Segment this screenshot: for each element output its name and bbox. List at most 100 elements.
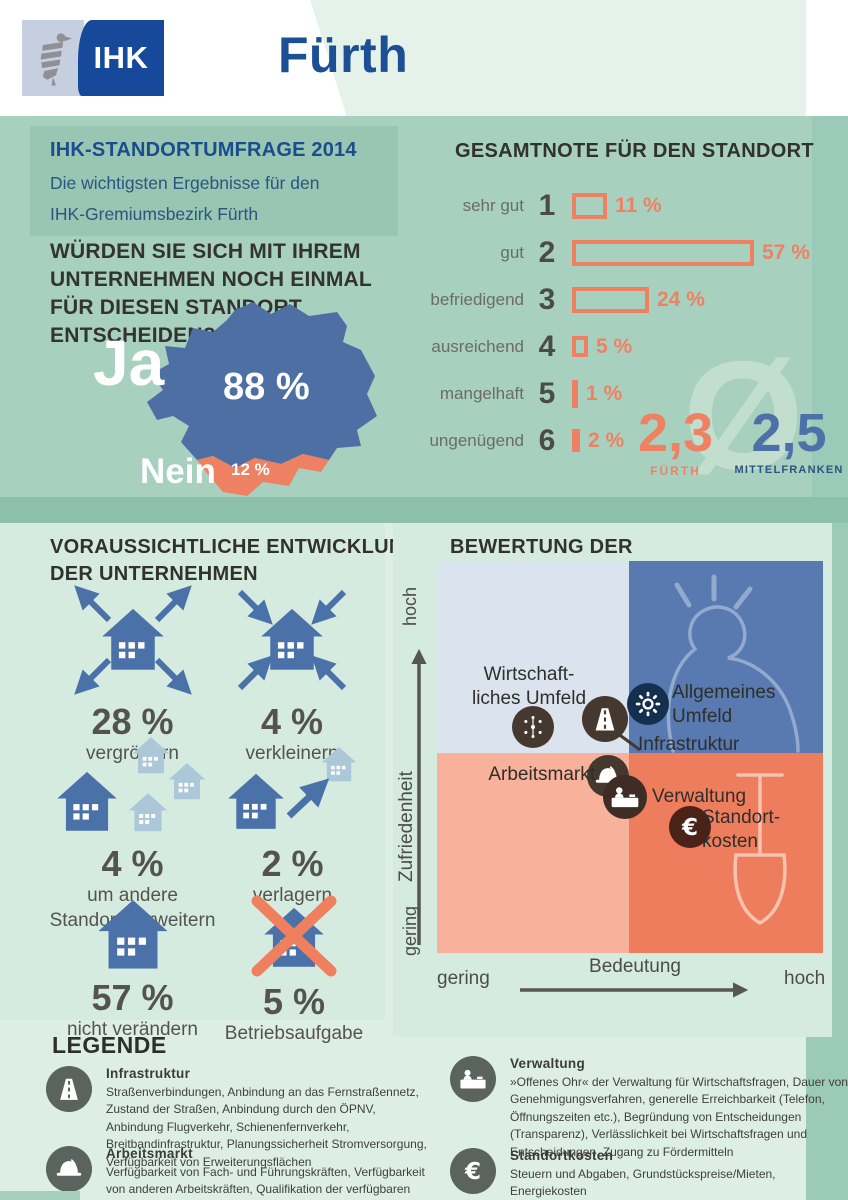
factor-verwaltung-icon <box>603 775 647 819</box>
average-symbol: Ø <box>683 329 804 502</box>
grade-number: 1 <box>538 188 556 222</box>
grade-number: 2 <box>538 235 556 269</box>
house-icon <box>97 900 168 969</box>
grade-row: befriedigend 3 24 % <box>424 276 812 323</box>
grade-label: befriedigend <box>430 289 524 309</box>
page-title: Fürth <box>278 27 409 83</box>
legend-item-standortkosten: Standortkosten Steuern und Abgaben, Grun… <box>450 1148 848 1200</box>
y-axis-title: Zufriedenheit <box>396 771 417 882</box>
infrastructure-pointer-line <box>616 731 641 752</box>
grade-percentage: 24 % <box>657 287 705 311</box>
grade-row: ausreichend 4 5 % <box>424 323 812 370</box>
muscle-arm-icon <box>666 574 800 753</box>
grade-bar-chart: sehr gut 1 11 % gut 2 57 % befriedigend … <box>424 182 812 464</box>
x-axis-title: Bedeutung <box>589 956 681 977</box>
label-verwaltung: Verwaltung <box>652 786 747 807</box>
grade-percentage: 5 % <box>596 334 633 358</box>
eagle-icon <box>40 33 72 86</box>
legend-item-infrastruktur: Infrastruktur Straßenverbindungen, Anbin… <box>46 1066 428 1171</box>
ihk-logo: IHK <box>22 20 170 96</box>
euro-icon <box>450 1148 496 1194</box>
house-cluster-icon <box>56 737 205 832</box>
dev-item-vergroessern: 28 % vergrößern <box>45 580 220 766</box>
survey-intro-box: IHK-STANDORTUMFRAGE 2014 Die wichtigsten… <box>30 126 398 236</box>
house-expand-icon <box>73 585 192 695</box>
label-arbeitsmarkt: Arbeitsmarkt <box>488 764 595 785</box>
grade-label: ungenügend <box>429 430 524 450</box>
quadrant-bottom-right <box>629 753 823 953</box>
house-relocate-icon <box>227 747 356 829</box>
separator-band <box>0 497 848 523</box>
importance-axis-arrow <box>520 982 749 998</box>
map-yes-shape <box>147 302 377 468</box>
grade-label: gut <box>500 242 524 262</box>
gesamtnote-title: GESAMTNOTE FÜR DEN STANDORT <box>455 140 814 162</box>
average-fuerth: 2,3 FÜRTH <box>637 403 714 478</box>
ihk-eagle-panel <box>22 20 84 96</box>
x-axis-high-label: hoch <box>784 968 826 989</box>
no-label: Nein <box>140 452 216 491</box>
label-standortkosten: Standort- kosten <box>702 807 781 852</box>
ja-nein-map: Ja 88 % Nein 12 % <box>85 298 425 508</box>
bottom-edge-strip <box>0 1191 80 1200</box>
helmet-icon <box>46 1146 92 1192</box>
no-percentage: 12 % <box>231 460 270 479</box>
label-infrastruktur: Infrastruktur <box>638 734 740 755</box>
grade-bar <box>572 286 649 313</box>
map-no-shape <box>197 454 329 496</box>
house-shrink-icon <box>237 589 347 691</box>
label-wirtschaftliches-umfeld: Wirtschaft- liches Umfeld <box>471 664 587 709</box>
legend-item-verwaltung: Verwaltung »Offenes Ohr« der Verwaltung … <box>450 1056 848 1161</box>
shovel-icon <box>733 773 787 926</box>
grade-percentage: 1 % <box>586 381 623 405</box>
x-axis-low-label: gering <box>437 968 490 989</box>
dev-item-nicht-veraendern: 57 % nicht verändern <box>45 894 220 1042</box>
grade-bar <box>572 429 580 452</box>
reception-desk-icon <box>450 1056 496 1102</box>
grade-bar <box>572 239 754 266</box>
ihk-wordmark: IHK <box>78 20 164 96</box>
grade-row: ungenügend 6 2 % <box>424 417 812 464</box>
grade-number: 6 <box>538 423 556 457</box>
standortfaktoren-matrix <box>437 561 823 953</box>
grade-number: 4 <box>538 329 556 363</box>
dev-item-betriebsaufgabe: 5 % Betriebsaufgabe <box>213 894 375 1046</box>
survey-subtitle: Die wichtigsten Ergebnisse für den IHK-G… <box>50 173 320 224</box>
y-axis-high-label: hoch <box>400 586 420 626</box>
average-mittelfranken: 2,5 MITTELFRANKEN <box>734 403 844 476</box>
yes-percentage: 88 % <box>223 366 310 408</box>
quadrant-top-right <box>629 561 823 753</box>
grade-percentage: 2 % <box>588 428 625 452</box>
factor-standortkosten-icon <box>669 806 711 848</box>
factor-wirtschaftliches-umfeld-icon <box>512 706 554 748</box>
grade-row: sehr gut 1 11 % <box>424 182 812 229</box>
entwicklung-title: VORAUSSICHTLICHE ENTWICKLUNG DER UNTERNE… <box>50 536 420 585</box>
grade-bar <box>572 192 607 219</box>
grade-label: mangelhaft <box>439 383 524 403</box>
satisfaction-axis-arrow <box>411 648 427 945</box>
ihk-logo-text: IHK <box>93 40 149 75</box>
house-closed-icon <box>251 895 337 977</box>
label-allgemeines-umfeld: Allgemeines Umfeld <box>672 682 776 727</box>
y-axis-low-label: gering <box>400 905 420 956</box>
grade-percentage: 57 % <box>762 240 810 264</box>
factor-infrastruktur-icon <box>582 696 628 742</box>
yes-label: Ja <box>93 327 165 399</box>
grade-row: gut 2 57 % <box>424 229 812 276</box>
survey-question: WÜRDEN SIE SICH MIT IHREM UNTERNEHMEN NO… <box>50 240 372 347</box>
road-icon <box>46 1066 92 1112</box>
dev-item-verlagern: 2 % verlagern <box>215 742 370 908</box>
grade-bar <box>572 379 578 408</box>
header-accent-shape <box>310 0 806 116</box>
grade-bar <box>572 336 588 357</box>
legend-title: LEGENDE <box>52 1032 167 1058</box>
legend-item-arbeitsmarkt: Arbeitsmarkt Verfügbarkeit von Fach- und… <box>46 1146 428 1200</box>
survey-title: IHK-STANDORTUMFRAGE 2014 <box>50 139 357 161</box>
dev-item-verkleinern: 4 % verkleinern <box>212 580 372 766</box>
grade-label: ausreichend <box>431 336 524 356</box>
grade-number: 3 <box>538 282 556 316</box>
district-map <box>147 302 377 496</box>
grade-percentage: 11 % <box>615 193 662 217</box>
grade-row: mangelhaft 5 1 % <box>424 370 812 417</box>
